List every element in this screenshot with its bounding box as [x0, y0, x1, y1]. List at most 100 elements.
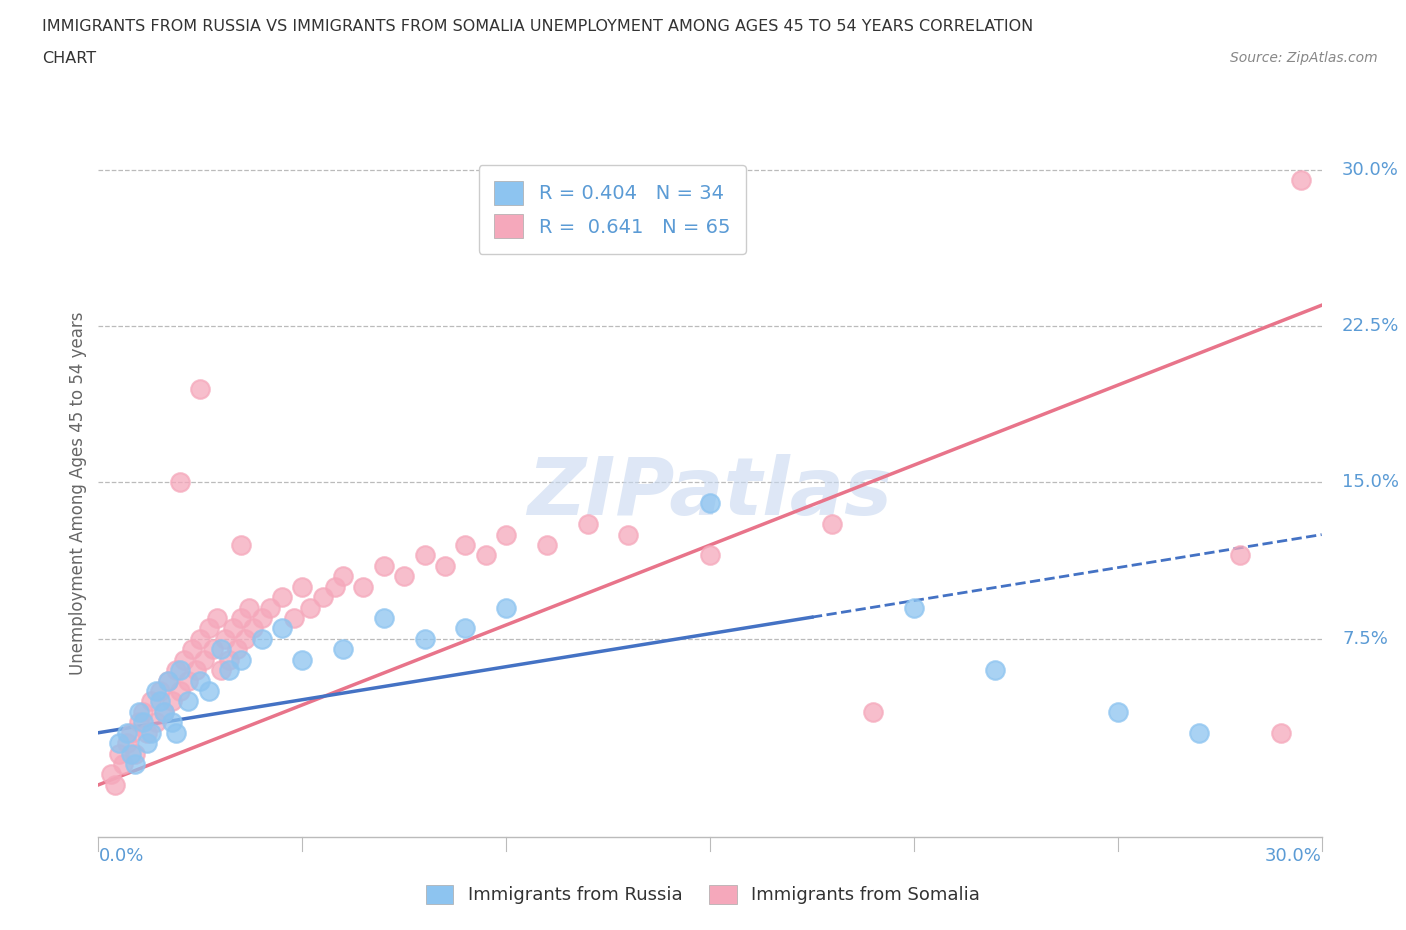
- Point: [291, 652, 314, 667]
- Text: CHART: CHART: [42, 51, 96, 66]
- Point: [495, 600, 517, 615]
- Point: [231, 652, 253, 667]
- Point: [188, 673, 212, 688]
- Point: [392, 569, 416, 584]
- Point: [373, 558, 395, 573]
- Point: [222, 621, 245, 636]
- Point: [617, 527, 640, 542]
- Point: [233, 631, 256, 646]
- Point: [209, 663, 232, 678]
- Point: [120, 725, 142, 740]
- Point: [145, 684, 167, 698]
- Point: [903, 600, 925, 615]
- Point: [188, 381, 212, 396]
- Point: [111, 757, 134, 772]
- Point: [186, 663, 208, 678]
- Point: [250, 611, 273, 626]
- Point: [231, 611, 253, 626]
- Legend: R = 0.404   N = 34, R =  0.641   N = 65: R = 0.404 N = 34, R = 0.641 N = 65: [478, 166, 745, 254]
- Point: [259, 600, 281, 615]
- Point: [141, 725, 163, 740]
- Text: ZIPatlas: ZIPatlas: [527, 454, 893, 532]
- Point: [226, 642, 249, 657]
- Point: [323, 579, 346, 594]
- Point: [141, 694, 163, 709]
- Text: 30.0%: 30.0%: [1265, 847, 1322, 866]
- Point: [132, 715, 155, 730]
- Point: [120, 746, 142, 761]
- Point: [156, 673, 179, 688]
- Point: [413, 631, 436, 646]
- Point: [205, 611, 228, 626]
- Point: [1291, 173, 1313, 188]
- Point: [169, 663, 191, 678]
- Text: 30.0%: 30.0%: [1343, 161, 1399, 179]
- Point: [536, 538, 558, 552]
- Text: IMMIGRANTS FROM RUSSIA VS IMMIGRANTS FROM SOMALIA UNEMPLOYMENT AMONG AGES 45 TO : IMMIGRANTS FROM RUSSIA VS IMMIGRANTS FRO…: [42, 19, 1033, 33]
- Point: [181, 642, 204, 657]
- Point: [128, 704, 150, 719]
- Point: [454, 621, 477, 636]
- Point: [152, 704, 174, 719]
- Point: [104, 777, 127, 792]
- Point: [197, 621, 219, 636]
- Point: [373, 611, 395, 626]
- Point: [136, 736, 159, 751]
- Point: [231, 538, 253, 552]
- Legend: Immigrants from Russia, Immigrants from Somalia: Immigrants from Russia, Immigrants from …: [419, 878, 987, 911]
- Point: [270, 621, 294, 636]
- Point: [495, 527, 517, 542]
- Point: [332, 569, 354, 584]
- Point: [160, 694, 183, 709]
- Point: [218, 652, 240, 667]
- Point: [152, 704, 174, 719]
- Point: [1107, 704, 1129, 719]
- Point: [165, 725, 187, 740]
- Point: [270, 590, 294, 604]
- Point: [145, 715, 167, 730]
- Point: [454, 538, 477, 552]
- Point: [201, 642, 224, 657]
- Point: [862, 704, 884, 719]
- Point: [100, 767, 122, 782]
- Point: [209, 642, 232, 657]
- Point: [984, 663, 1007, 678]
- Point: [413, 548, 436, 563]
- Point: [188, 631, 212, 646]
- Point: [169, 684, 191, 698]
- Point: [197, 684, 219, 698]
- Point: [332, 642, 354, 657]
- Point: [576, 517, 599, 532]
- Point: [193, 652, 215, 667]
- Point: [821, 517, 844, 532]
- Point: [352, 579, 374, 594]
- Point: [124, 746, 146, 761]
- Point: [149, 684, 172, 698]
- Y-axis label: Unemployment Among Ages 45 to 54 years: Unemployment Among Ages 45 to 54 years: [69, 312, 87, 674]
- Point: [169, 475, 191, 490]
- Text: 7.5%: 7.5%: [1343, 630, 1388, 648]
- Text: 22.5%: 22.5%: [1343, 317, 1399, 335]
- Point: [108, 736, 131, 751]
- Point: [108, 746, 131, 761]
- Point: [238, 600, 260, 615]
- Point: [699, 548, 721, 563]
- Point: [1229, 548, 1251, 563]
- Point: [1188, 725, 1211, 740]
- Point: [173, 652, 195, 667]
- Point: [434, 558, 457, 573]
- Point: [128, 715, 150, 730]
- Point: [115, 725, 138, 740]
- Point: [124, 757, 146, 772]
- Point: [132, 704, 155, 719]
- Point: [250, 631, 273, 646]
- Point: [1270, 725, 1292, 740]
- Point: [218, 663, 240, 678]
- Point: [177, 694, 200, 709]
- Point: [283, 611, 305, 626]
- Point: [115, 736, 138, 751]
- Point: [177, 673, 200, 688]
- Point: [160, 715, 183, 730]
- Point: [242, 621, 264, 636]
- Point: [149, 694, 172, 709]
